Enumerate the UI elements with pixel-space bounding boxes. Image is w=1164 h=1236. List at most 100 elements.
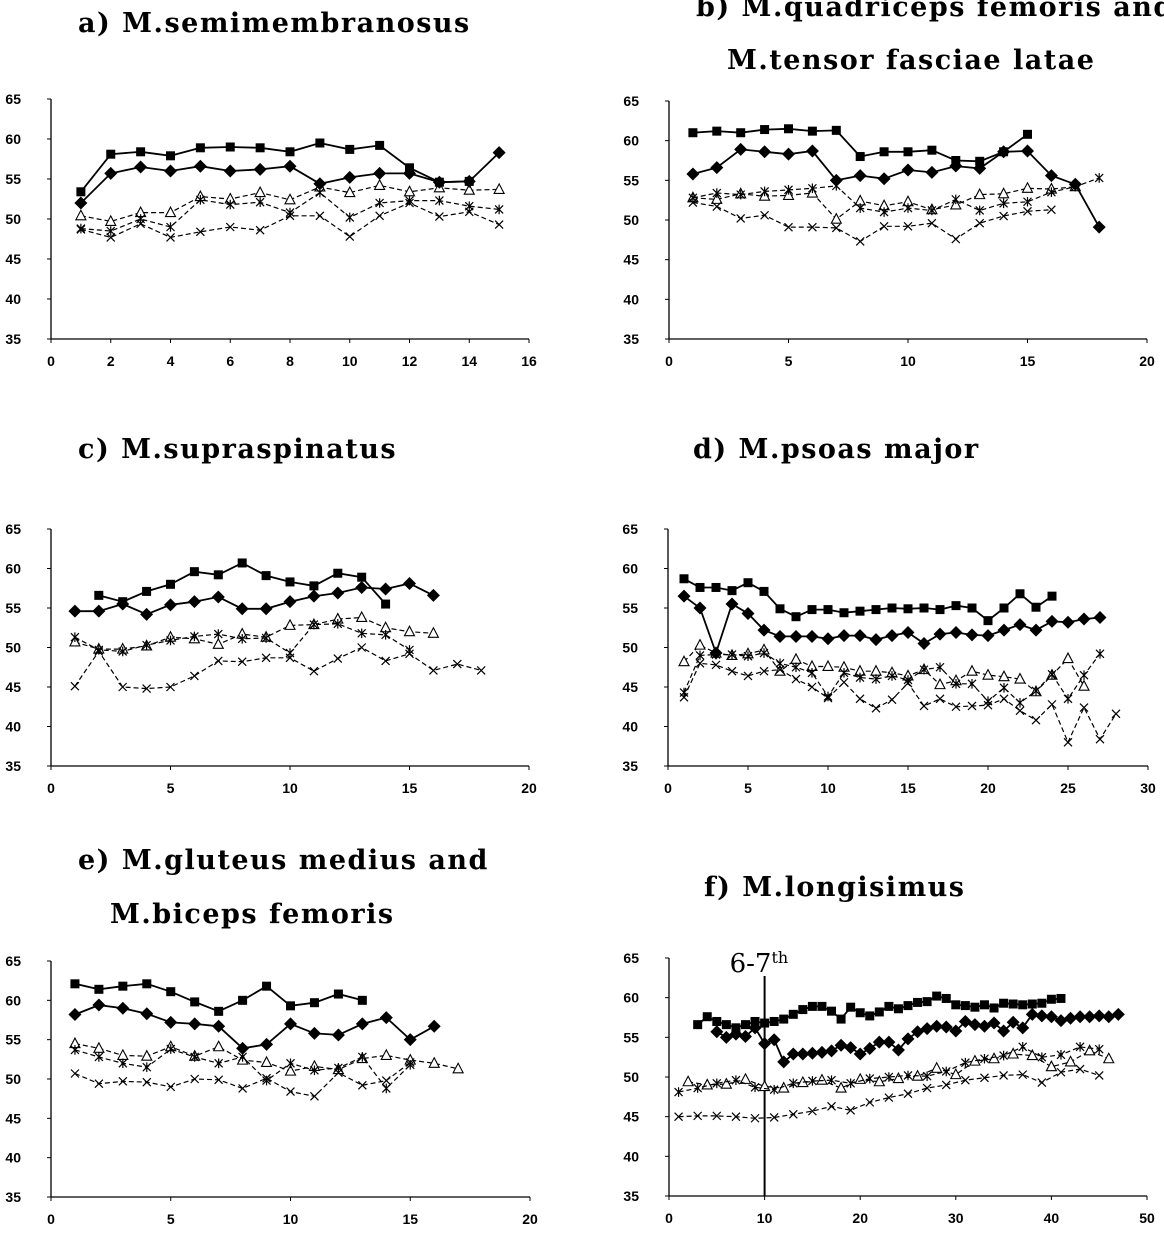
series-triangle bbox=[682, 1044, 1115, 1093]
data-point bbox=[1037, 1078, 1047, 1087]
data-point bbox=[1095, 734, 1105, 744]
data-point bbox=[922, 1071, 932, 1082]
data-point bbox=[997, 1024, 1011, 1038]
x-tick-label: 6 bbox=[226, 353, 234, 369]
data-point bbox=[286, 1058, 295, 1069]
data-point bbox=[839, 667, 849, 678]
data-point bbox=[784, 185, 793, 195]
data-point bbox=[1079, 670, 1089, 680]
data-point bbox=[903, 1070, 913, 1081]
data-point bbox=[254, 185, 267, 198]
data-point bbox=[309, 666, 319, 676]
data-point bbox=[846, 1002, 856, 1012]
series-square bbox=[693, 991, 1066, 1033]
y-tick-label: 45 bbox=[5, 679, 21, 695]
data-point bbox=[823, 691, 833, 702]
x-tick-label: 10 bbox=[282, 780, 298, 796]
data-point bbox=[682, 1075, 695, 1087]
data-point bbox=[999, 682, 1009, 693]
data-point bbox=[782, 147, 795, 161]
data-point bbox=[343, 185, 356, 198]
data-point bbox=[779, 1014, 789, 1024]
data-point bbox=[775, 658, 785, 669]
y-tick-label: 40 bbox=[623, 291, 639, 307]
data-point bbox=[315, 211, 325, 221]
data-point bbox=[333, 654, 343, 663]
data-point bbox=[887, 671, 897, 681]
y-tick-label: 50 bbox=[623, 212, 639, 228]
data-point bbox=[164, 205, 177, 218]
data-point bbox=[106, 226, 116, 236]
data-point bbox=[951, 156, 961, 165]
data-point bbox=[1047, 591, 1057, 601]
y-tick-label: 60 bbox=[5, 131, 21, 147]
data-point bbox=[999, 211, 1009, 221]
data-point bbox=[720, 1077, 733, 1089]
data-point bbox=[807, 605, 817, 615]
data-point bbox=[757, 623, 771, 637]
series-asterisk bbox=[674, 1042, 1104, 1097]
data-point bbox=[1111, 709, 1121, 719]
data-point bbox=[255, 225, 265, 235]
x-tick-label: 10 bbox=[820, 780, 836, 796]
data-point bbox=[1093, 610, 1107, 624]
data-point bbox=[1015, 706, 1025, 716]
data-point bbox=[734, 142, 748, 156]
chart-title-a: a) M.semimembranosus bbox=[78, 8, 471, 39]
data-point bbox=[381, 630, 391, 640]
data-point bbox=[919, 701, 929, 711]
data-point bbox=[343, 170, 357, 184]
data-point bbox=[694, 638, 706, 650]
x-tick-label: 20 bbox=[980, 780, 996, 796]
y-tick-label: 35 bbox=[622, 758, 638, 774]
data-point bbox=[1063, 694, 1073, 704]
data-point bbox=[405, 198, 414, 208]
data-point bbox=[261, 653, 271, 663]
data-point bbox=[758, 1037, 772, 1051]
data-point bbox=[259, 602, 273, 616]
data-point bbox=[261, 633, 271, 643]
data-point bbox=[855, 672, 865, 683]
data-point bbox=[731, 1112, 741, 1122]
chart-e-plot: 35 40 45 50 55 60 65 0 5 10 15 20 bbox=[5, 953, 538, 1227]
data-point bbox=[166, 1044, 176, 1054]
y-tick-label: 60 bbox=[622, 561, 638, 577]
series-line bbox=[678, 1046, 1100, 1093]
data-point bbox=[427, 626, 440, 638]
series-square bbox=[94, 558, 391, 609]
data-point bbox=[357, 995, 367, 1005]
data-point bbox=[92, 998, 106, 1012]
x-tick-label: 8 bbox=[286, 353, 294, 369]
data-point bbox=[70, 632, 80, 643]
series-line bbox=[80, 142, 470, 193]
data-point bbox=[773, 629, 787, 643]
data-point bbox=[315, 138, 325, 148]
data-point bbox=[225, 199, 235, 210]
data-point bbox=[693, 601, 707, 615]
data-point bbox=[380, 1048, 393, 1060]
data-point bbox=[884, 1072, 894, 1082]
data-point bbox=[788, 1078, 798, 1089]
x-tick-label: 15 bbox=[402, 780, 418, 796]
data-point bbox=[285, 653, 295, 663]
data-point bbox=[188, 1017, 202, 1031]
data-point bbox=[740, 1020, 750, 1030]
y-tick-label: 55 bbox=[622, 600, 638, 616]
data-point bbox=[166, 987, 176, 997]
data-point bbox=[140, 1049, 153, 1061]
x-tick-label: 5 bbox=[744, 780, 752, 796]
data-point bbox=[805, 629, 819, 643]
data-point bbox=[1064, 1011, 1078, 1025]
data-point bbox=[142, 586, 152, 596]
series-square bbox=[76, 138, 474, 197]
data-point bbox=[379, 582, 393, 596]
y-tick-label: 65 bbox=[5, 521, 21, 537]
data-point bbox=[949, 625, 963, 639]
data-point bbox=[987, 1016, 1001, 1030]
data-point bbox=[693, 1083, 703, 1093]
data-point bbox=[736, 189, 746, 200]
data-point bbox=[725, 597, 739, 611]
data-point bbox=[1031, 715, 1041, 725]
data-point bbox=[887, 695, 897, 705]
data-point bbox=[142, 684, 152, 694]
